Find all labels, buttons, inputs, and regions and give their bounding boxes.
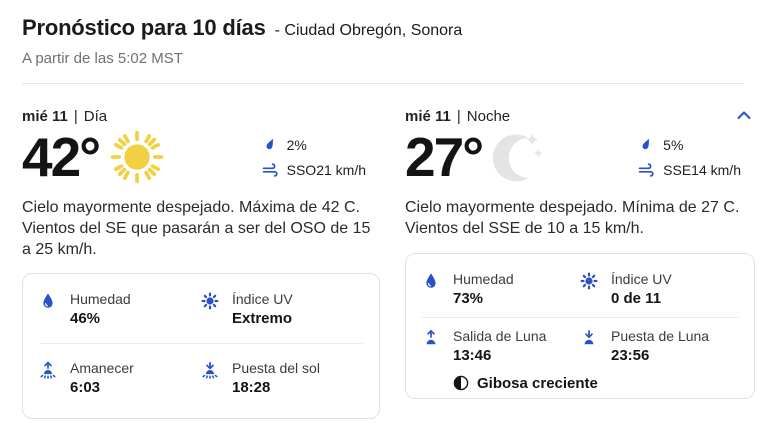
stat-sunrise: Amanecer 6:03 <box>39 360 201 396</box>
date-label: mié 11 <box>22 108 68 125</box>
page-header: Pronóstico para 10 días - Ciudad Obregón… <box>0 0 768 84</box>
stat-sunset: Puesta del sol 18:28 <box>201 360 363 396</box>
stat-value: 0 de 11 <box>611 289 662 307</box>
stat-value: 13:46 <box>453 346 492 364</box>
stat-label: Índice UV <box>611 270 672 287</box>
wind-icon <box>638 162 654 178</box>
period-label: Noche <box>466 108 511 125</box>
header-divider <box>22 83 744 84</box>
stat-label: Humedad <box>453 270 514 287</box>
stat-label: Puesta de Luna <box>611 327 710 344</box>
stat-moonrise: Salida de Luna 13:46 <box>422 328 580 364</box>
stat-label: Amanecer <box>70 360 134 377</box>
stat-label: Índice UV <box>232 291 293 308</box>
day-details-card: Humedad 46% <box>22 273 380 420</box>
day-header: mié 11 | Día <box>22 108 108 125</box>
night-temperature: 27° <box>405 126 484 188</box>
moonrise-icon <box>422 329 440 364</box>
card-divider <box>422 316 738 318</box>
night-description: Cielo mayormente despejado. Mínima de 27… <box>405 199 740 237</box>
card-divider <box>39 343 363 345</box>
waxing-gibbous-icon <box>453 375 469 391</box>
stat-value: Extremo <box>232 310 293 328</box>
night-details-card: Humedad 73% <box>405 252 755 399</box>
day-description: Cielo mayormente despejado. Máxima de 42… <box>22 199 371 258</box>
stat-label: Salida de Luna <box>453 327 547 344</box>
precip-row: 2% <box>262 137 366 153</box>
wind-row: SSE14 km/h <box>638 162 741 178</box>
uv-index-icon <box>201 292 219 327</box>
night-forecast-panel: mié 11 | Noche 27° <box>405 108 755 419</box>
wind-value: SSE14 km/h <box>663 161 741 178</box>
moonset-icon <box>580 329 598 364</box>
stat-humidity: Humedad 46% <box>39 291 201 327</box>
stat-label: Humedad <box>70 291 131 308</box>
uv-index-icon <box>580 272 598 307</box>
stat-uv-index: Índice UV 0 de 11 <box>580 271 738 307</box>
stat-value: 46% <box>70 310 101 328</box>
precip-drop-icon <box>262 137 278 153</box>
stat-value: 6:03 <box>70 379 101 397</box>
collapse-button[interactable] <box>733 104 755 126</box>
date-label: mié 11 <box>405 108 451 125</box>
stat-value: 23:56 <box>611 346 650 364</box>
wind-icon <box>262 162 278 178</box>
clear-night-moon-icon <box>490 127 550 187</box>
stat-uv-index: Índice UV Extremo <box>201 291 363 327</box>
stat-value: 18:28 <box>232 379 271 397</box>
stat-label: Puesta del sol <box>232 360 320 377</box>
forecast-detail-panel: mié 11 | Día 42° <box>0 84 768 420</box>
humidity-drop-icon <box>39 292 57 327</box>
day-temperature: 42° <box>22 126 101 188</box>
night-header: mié 11 | Noche <box>405 108 511 125</box>
sunrise-icon <box>39 361 57 396</box>
stat-moonset: Puesta de Luna 23:56 <box>580 328 738 364</box>
chevron-up-icon <box>735 111 753 127</box>
precip-value: 5% <box>663 136 684 153</box>
period-label: Día <box>83 108 108 125</box>
humidity-drop-icon <box>422 272 440 307</box>
stat-value: 73% <box>453 289 484 307</box>
sunny-icon <box>107 127 167 187</box>
wind-row: SSO21 km/h <box>262 162 366 178</box>
precip-drop-icon <box>638 137 654 153</box>
precip-row: 5% <box>638 137 741 153</box>
day-forecast-panel: mié 11 | Día 42° <box>22 108 380 420</box>
wind-value: SSO21 km/h <box>286 161 366 178</box>
stat-humidity: Humedad 73% <box>422 271 580 307</box>
updated-time: A partir de las 5:02 MST <box>22 50 183 67</box>
page-title: Pronóstico para 10 días <box>22 15 266 40</box>
location-label: - Ciudad Obregón, Sonora <box>274 22 463 39</box>
precip-value: 2% <box>286 136 307 153</box>
sunset-icon <box>201 361 219 396</box>
moon-phase-row: Gibosa creciente <box>453 375 738 392</box>
moon-phase-label: Gibosa creciente <box>477 374 598 392</box>
